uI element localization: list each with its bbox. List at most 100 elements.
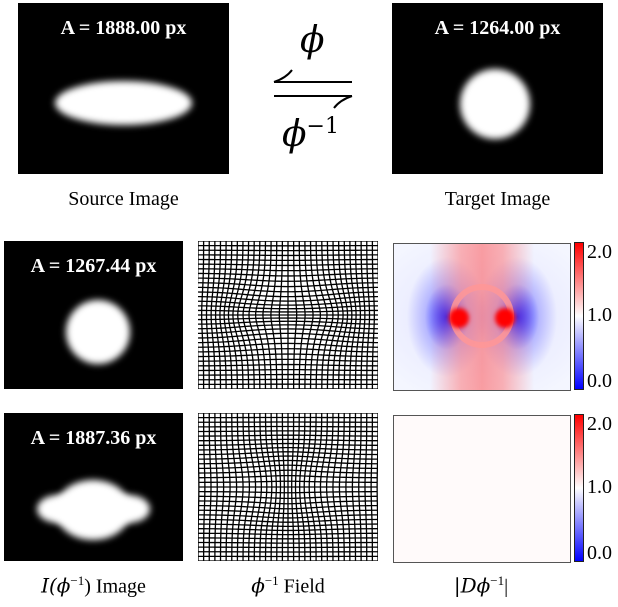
- grid1-v-line-1: [201, 240, 205, 390]
- grid2-v-line-18: [294, 412, 300, 562]
- grid1-v-line-23: [326, 241, 339, 389]
- source-ellipse: [55, 81, 192, 125]
- colorbar-2-tick-min: 0.0: [587, 542, 612, 564]
- grid1-v-line-9: [237, 241, 250, 389]
- grid1-v-line-20: [309, 241, 322, 389]
- warped-circle-1: [66, 300, 130, 364]
- colorbar-1-tick-mid: 1.0: [587, 304, 612, 326]
- deformation-grid-2: [197, 412, 379, 562]
- jacobian-map-1: [393, 243, 571, 391]
- grid2-v-line-30: [364, 413, 368, 561]
- jacobian-caption: |Dϕ−1|: [453, 573, 509, 598]
- grid2-v-line-27: [345, 412, 351, 562]
- colorbar-2-tick-max: 2.0: [587, 413, 612, 435]
- grid1-v-line-24: [332, 241, 344, 389]
- harpoon-arrows: [273, 69, 353, 109]
- grid1-v-line-4: [214, 241, 222, 389]
- grid2-v-line-28: [351, 412, 357, 562]
- grid2-v-line-3: [214, 412, 218, 562]
- grid1-v-line-30: [366, 241, 371, 389]
- colorbar-2-tick-mid: 1.0: [587, 476, 612, 498]
- grid2-v-line-11: [259, 412, 268, 562]
- colorbar-1-tick-max: 2.0: [587, 241, 612, 263]
- mapping-arrows: ϕ ϕ−1: [260, 20, 370, 180]
- grid1-v-line-22: [321, 241, 334, 389]
- grid2-v-line-7: [236, 412, 244, 562]
- grid2-v-line-2: [208, 413, 212, 561]
- grid2-v-line-32: [376, 412, 379, 562]
- grid2-v-line-31: [370, 413, 374, 561]
- grid1-v-line-13: [262, 241, 272, 389]
- row1-area-label: A = 1267.44 px: [30, 255, 157, 277]
- warped-blob-2-left-lobe: [37, 495, 79, 523]
- grid2-v-line-13: [270, 412, 277, 562]
- grid2-v-line-10: [253, 412, 263, 562]
- grid2-v-line-20: [303, 412, 312, 562]
- grid2-v-line-24: [325, 412, 334, 562]
- grid2-v-line-1: [202, 413, 206, 561]
- target-area-label: A = 1264.00 px: [434, 17, 561, 39]
- colorbar-2: [574, 414, 584, 562]
- grid1-v-line-6: [223, 241, 233, 389]
- grid1-v-line-12: [254, 241, 267, 389]
- grid2-v-line-25: [332, 412, 340, 562]
- target-caption: Target Image: [444, 188, 551, 210]
- grid2-v-line-14: [276, 412, 282, 562]
- grid2-v-line-19: [299, 412, 306, 562]
- grid1-v-line-21: [315, 241, 328, 389]
- phi-label: ϕ: [300, 20, 325, 61]
- grid2-v-line-17: [291, 412, 295, 562]
- grid1-v-line-3: [210, 241, 216, 389]
- row2-area-label: A = 1887.36 px: [30, 427, 157, 449]
- target-image: A = 1264.00 px: [392, 3, 603, 174]
- colorbar-1: [574, 242, 584, 390]
- grid2-v-line-22: [313, 412, 323, 562]
- grid1-v-line-8: [232, 241, 244, 389]
- source-caption: Source Image: [68, 188, 179, 210]
- jacobian-hotspot-left: [449, 308, 469, 328]
- grid1-v-line-7: [227, 241, 238, 389]
- phi-inverse-label: ϕ−1: [282, 114, 339, 155]
- grid1-v-line-10: [242, 241, 255, 389]
- jacobian-map-2: [393, 415, 571, 563]
- grid2-v-line-5: [225, 412, 231, 562]
- warped-blob-2-right-lobe: [108, 495, 150, 523]
- grid1-v-line-5: [219, 241, 227, 389]
- grid-svg-2: [197, 412, 379, 562]
- grid1-v-line-14: [270, 241, 278, 389]
- grid2-v-line-6: [231, 412, 238, 562]
- grid2-v-line-26: [338, 412, 345, 562]
- warped-image-caption: I(ϕ−1) Image: [41, 573, 146, 598]
- grid1-v-line-19: [304, 241, 314, 389]
- grid2-v-line-23: [319, 412, 328, 562]
- grid2-v-line-15: [281, 412, 285, 562]
- grid1-v-line-29: [360, 241, 366, 389]
- grid2-v-line-4: [219, 412, 225, 562]
- source-image: A = 1888.00 px: [18, 3, 229, 174]
- grid1-v-line-27: [349, 241, 357, 389]
- grid2-v-line-0: [197, 412, 200, 562]
- grid2-v-line-21: [308, 412, 317, 562]
- grid1-v-line-2: [205, 241, 210, 389]
- grid1-v-line-26: [343, 241, 353, 389]
- grid1-v-line-11: [248, 241, 261, 389]
- grid2-v-line-12: [264, 412, 273, 562]
- jacobian-hotspot-right: [495, 308, 515, 328]
- grid2-v-line-8: [242, 412, 251, 562]
- grid1-v-line-18: [298, 241, 306, 389]
- warped-image-2: A = 1887.36 px: [4, 413, 183, 561]
- grid2-v-line-9: [248, 412, 257, 562]
- deformation-grid-1: [195, 240, 381, 390]
- grid1-v-line-15: [278, 241, 284, 389]
- source-area-label: A = 1888.00 px: [60, 17, 187, 39]
- field-caption: ϕ−1 Field: [251, 573, 325, 598]
- grid-svg-1: [195, 240, 381, 390]
- colorbar-1-tick-min: 0.0: [587, 370, 612, 392]
- grid2-v-line-29: [358, 412, 362, 562]
- grid1-v-line-17: [292, 241, 298, 389]
- grid1-v-line-28: [354, 241, 362, 389]
- warped-image-1: A = 1267.44 px: [4, 241, 183, 389]
- target-circle: [460, 69, 530, 139]
- grid1-v-line-25: [338, 241, 349, 389]
- grid1-v-line-31: [371, 240, 375, 390]
